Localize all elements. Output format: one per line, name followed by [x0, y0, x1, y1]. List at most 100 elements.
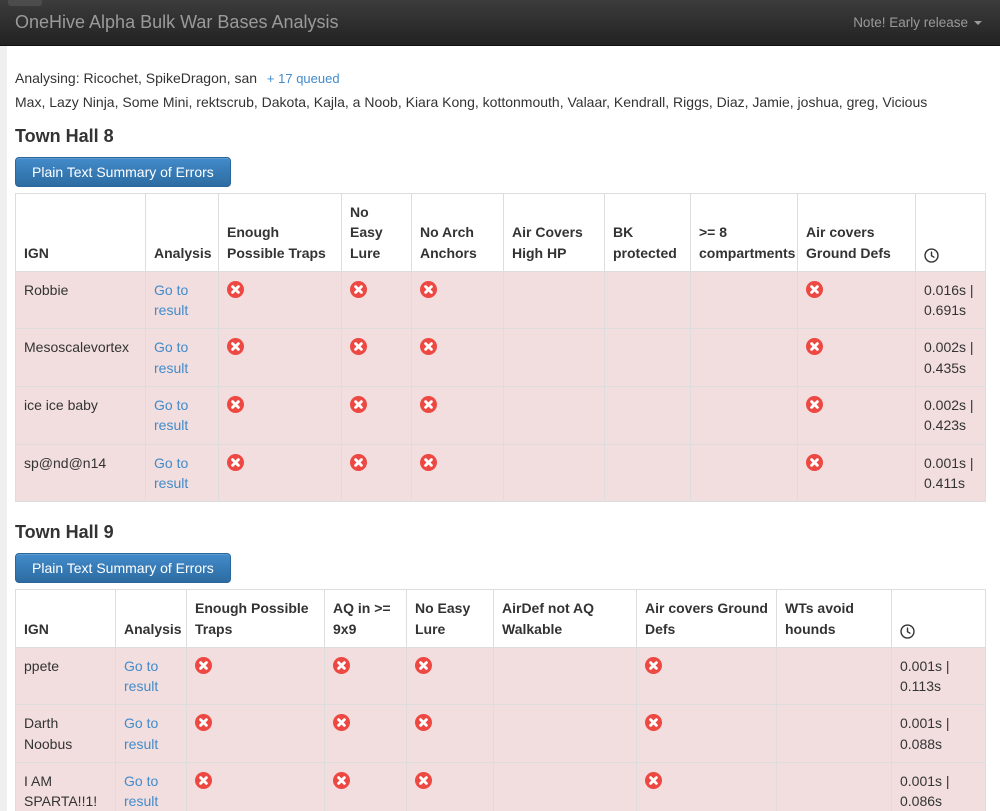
- analysis-cell: Go to result: [115, 646, 187, 706]
- error-icon: [806, 396, 823, 414]
- error-icon: [350, 280, 367, 298]
- error-flag-cell: [636, 762, 777, 811]
- empty-flag-cell: [604, 386, 691, 445]
- column-header: IGN: [15, 193, 146, 272]
- error-icon: [415, 656, 432, 674]
- plain-text-summary-button[interactable]: Plain Text Summary of Errors: [15, 553, 231, 584]
- error-flag-cell: [341, 443, 412, 503]
- error-icon: [420, 280, 437, 298]
- error-icon: [415, 772, 432, 790]
- error-icon: [227, 280, 244, 298]
- go-to-result-link[interactable]: Go to result: [154, 339, 189, 376]
- error-flag-cell: [341, 386, 412, 445]
- error-icon: [806, 280, 823, 298]
- go-to-result-link[interactable]: Go to result: [154, 397, 189, 434]
- clock-icon: [900, 624, 915, 639]
- clock-icon: [924, 248, 939, 263]
- error-flag-cell: [406, 762, 494, 811]
- error-flag-cell: [411, 386, 504, 445]
- column-header: Air covers Ground Defs: [636, 589, 777, 648]
- analysis-table: IGN Analysis Enough Possible Traps AQ in >=…: [15, 589, 986, 811]
- error-flag-cell: [218, 386, 342, 445]
- time-cell: 0.001s | 0.088s: [891, 704, 986, 764]
- go-to-result-link[interactable]: Go to result: [154, 281, 189, 319]
- error-icon: [333, 772, 350, 790]
- error-flag-cell: [186, 704, 325, 764]
- queued-names: Max, Lazy Ninja, Some Mini, rektscrub, D…: [15, 94, 928, 110]
- time-column-header: [915, 193, 986, 272]
- error-icon: [333, 656, 350, 674]
- table-header-row: IGN Analysis Enough Possible Traps No Easy …: [15, 193, 986, 272]
- error-flag-cell: [324, 646, 407, 706]
- column-header: No Easy Lure: [406, 589, 494, 648]
- error-flag-cell: [406, 646, 494, 706]
- error-flag-cell: [411, 328, 504, 388]
- go-to-result-link[interactable]: Go to result: [124, 773, 159, 810]
- error-icon: [350, 338, 367, 356]
- column-header: Air covers Ground Defs: [797, 193, 916, 272]
- analysis-cell: Go to result: [145, 443, 219, 503]
- empty-flag-cell: [503, 328, 605, 388]
- empty-flag-cell: [493, 704, 637, 764]
- ign-cell: sp@nd@n14: [15, 443, 146, 503]
- error-icon: [806, 453, 823, 471]
- go-to-result-link[interactable]: Go to result: [124, 657, 159, 695]
- empty-flag-cell: [690, 328, 798, 388]
- queued-link[interactable]: + 17 queued: [266, 71, 340, 86]
- error-icon: [350, 396, 367, 414]
- table-row: sp@nd@n14 Go to result 0.001s | 0.411s: [15, 443, 986, 503]
- table-row: Mesoscalevortex Go to result 0.002s | 0.43…: [15, 328, 986, 388]
- section-heading: Town Hall 9: [15, 522, 114, 543]
- column-header: No Easy Lure: [341, 193, 412, 272]
- empty-flag-cell: [604, 328, 691, 388]
- table-row: Robbie Go to result 0.016s | 0.691s: [15, 270, 986, 330]
- error-icon: [645, 772, 662, 790]
- ign-cell: Darth Noobus: [15, 704, 116, 764]
- error-flag-cell: [341, 328, 412, 388]
- empty-flag-cell: [604, 270, 691, 330]
- column-header: >= 8 compartments: [690, 193, 798, 272]
- empty-flag-cell: [493, 762, 637, 811]
- time-cell: 0.002s | 0.423s: [915, 386, 986, 445]
- time-column-header: [891, 589, 986, 648]
- analysis-cell: Go to result: [115, 704, 187, 764]
- error-flag-cell: [341, 270, 412, 330]
- column-header: Analysis: [145, 193, 219, 272]
- empty-flag-cell: [776, 762, 892, 811]
- error-flag-cell: [797, 443, 916, 503]
- release-note-dropdown[interactable]: Note! Early release: [853, 15, 1000, 30]
- analysis-cell: Go to result: [145, 386, 219, 445]
- time-cell: 0.001s | 0.113s: [891, 646, 986, 706]
- time-cell: 0.002s | 0.435s: [915, 328, 986, 388]
- error-flag-cell: [797, 386, 916, 445]
- empty-flag-cell: [690, 443, 798, 503]
- empty-flag-cell: [604, 443, 691, 503]
- caret-down-icon: [974, 20, 982, 25]
- error-flag-cell: [324, 762, 407, 811]
- ign-cell: ppete: [15, 646, 116, 706]
- table-row: Darth Noobus Go to result 0.001s | 0.088s: [15, 704, 986, 764]
- main-content: Analysing: Ricochet, SpikeDragon, san + …: [0, 46, 1000, 811]
- column-header: AirDef not AQ Walkable: [493, 589, 637, 648]
- error-icon: [645, 656, 662, 674]
- empty-flag-cell: [776, 646, 892, 706]
- section-heading: Town Hall 8: [15, 126, 114, 146]
- error-icon: [420, 396, 437, 414]
- plain-text-summary-button[interactable]: Plain Text Summary of Errors: [15, 157, 231, 187]
- go-to-result-link[interactable]: Go to result: [154, 454, 189, 491]
- error-flag-cell: [186, 646, 325, 706]
- empty-flag-cell: [503, 443, 605, 503]
- error-icon: [333, 714, 350, 732]
- ign-cell: Robbie: [15, 270, 146, 330]
- error-icon: [195, 656, 212, 674]
- error-icon: [806, 338, 823, 356]
- go-to-result-link[interactable]: Go to result: [124, 715, 159, 752]
- empty-flag-cell: [690, 270, 798, 330]
- empty-flag-cell: [690, 386, 798, 445]
- empty-flag-cell: [503, 270, 605, 330]
- error-icon: [420, 453, 437, 471]
- error-flag-cell: [797, 270, 916, 330]
- error-icon: [195, 714, 212, 732]
- town-hall-9-section: Town Hall 9 Plain Text Summary of Errors…: [15, 522, 986, 811]
- time-cell: 0.001s | 0.086s: [891, 762, 986, 811]
